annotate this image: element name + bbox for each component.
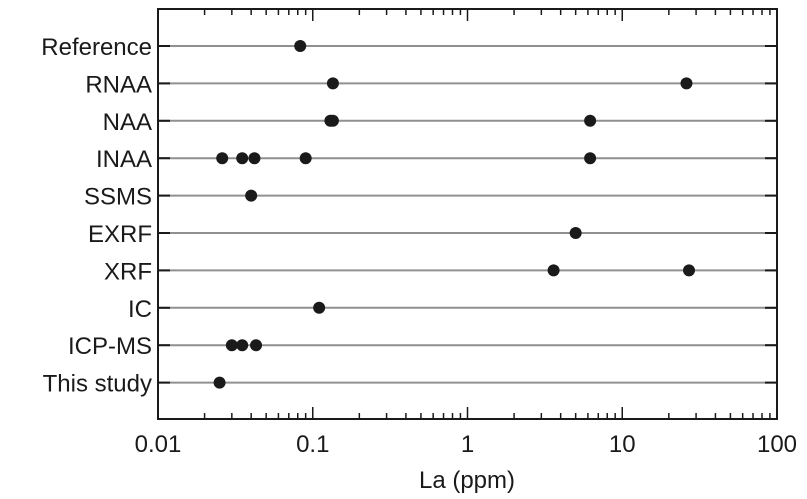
data-point-icp-ms-3 [250, 339, 263, 352]
category-labels: Reference RNAA NAA INAA SSMS EXRF XRF IC ICP-MS T… [41, 34, 152, 398]
category-label-exrf: EXRF [88, 221, 152, 248]
data-points [213, 40, 696, 389]
category-label-naa: NAA [103, 109, 152, 136]
data-point-ssms-1 [245, 189, 258, 202]
x-tick-label-0-1: 0.1 [296, 431, 329, 458]
data-point-naa-3 [584, 114, 597, 127]
data-point-reference-1 [294, 40, 307, 52]
data-point-exrf-1 [569, 227, 582, 239]
category-label-inaa: INAA [96, 146, 152, 173]
category-label-ssms: SSMS [84, 184, 152, 211]
category-label-rnaa: RNAA [85, 71, 152, 98]
category-label-reference: Reference [41, 34, 152, 61]
plot-frame [157, 8, 778, 420]
axis-ticks [157, 9, 778, 419]
data-point-inaa-4 [299, 152, 312, 165]
gridlines [158, 45, 777, 384]
data-point-rnaa-1 [326, 77, 339, 90]
category-label-this-study: This study [43, 371, 152, 398]
category-label-xrf: XRF [104, 258, 152, 285]
x-tick-label-0-01: 0.01 [135, 431, 182, 458]
data-point-ic-1 [313, 301, 326, 314]
x-axis-title: La (ppm) [419, 467, 515, 494]
data-point-icp-ms-1 [225, 339, 238, 352]
data-point-inaa-1 [216, 152, 229, 165]
category-label-ic: IC [128, 296, 152, 323]
x-tick-label-1: 1 [461, 431, 474, 458]
x-tick-labels: 0.01 0.1 1 10 100 [135, 431, 797, 458]
data-point-rnaa-2 [680, 77, 693, 90]
x-tick-label-100: 100 [757, 431, 797, 458]
data-point-inaa-3 [248, 152, 261, 165]
x-tick-label-10: 10 [609, 431, 636, 458]
data-point-xrf-1 [547, 264, 560, 277]
data-point-icp-ms-2 [236, 339, 249, 352]
data-point-inaa-5 [584, 152, 597, 165]
data-point-inaa-2 [236, 152, 249, 165]
data-point-naa-2 [326, 114, 339, 127]
data-point-xrf-2 [683, 264, 696, 277]
data-point-this-study-1 [213, 376, 226, 389]
category-label-icp-ms: ICP-MS [68, 333, 152, 360]
